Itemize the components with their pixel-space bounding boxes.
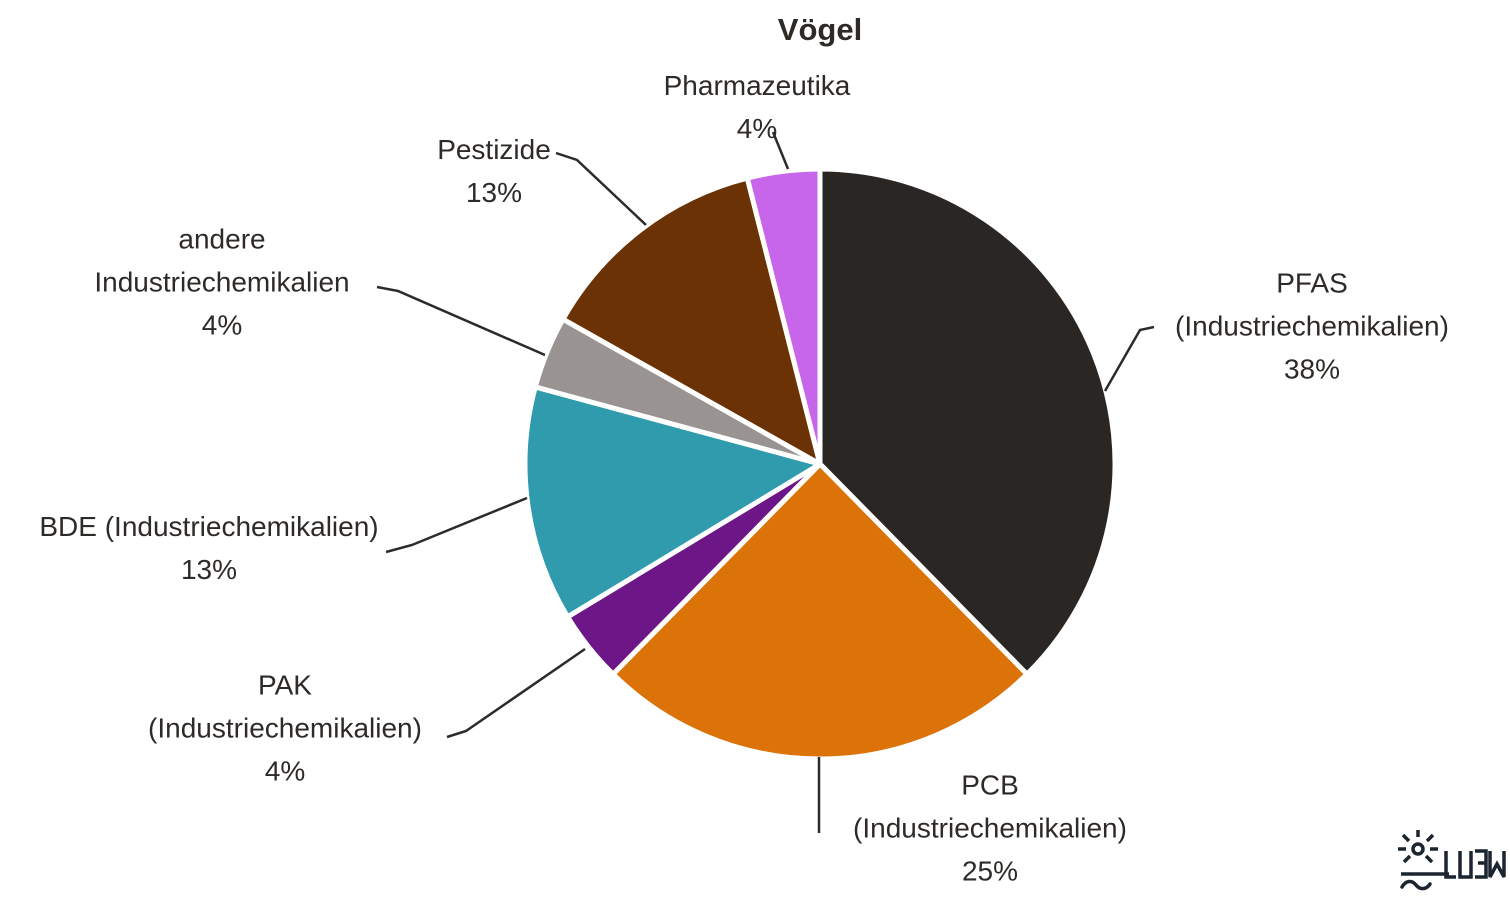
leader-line-pfas: [1103, 325, 1155, 392]
slice-label-text: PFAS: [1276, 267, 1348, 299]
chart-title: Vögel: [777, 12, 863, 47]
slice-label-text: andere: [178, 223, 266, 255]
leader-line-pharmazeutika: [771, 131, 790, 170]
slice-percent: 4%: [201, 309, 243, 341]
slice-label-text: (Industriechemikalien): [1175, 310, 1449, 342]
slice-label-bde: BDE (Industriechemikalien) 13%: [39, 505, 378, 591]
slice-percent: 13%: [180, 554, 238, 585]
leader-line-pak: [446, 647, 586, 739]
slice-label-pfas: PFAS (Industriechemikalien) 38%: [1175, 262, 1449, 391]
lubw-wordmark: [1444, 849, 1506, 879]
wave-icon: [1400, 879, 1432, 891]
slice-percent: 13%: [465, 177, 523, 208]
lubw-logo: [1398, 830, 1506, 891]
leader-lines: [376, 131, 1155, 833]
pie-slice-pharmazeutika: [744, 166, 823, 467]
leader-line-bde: [385, 496, 528, 554]
slice-label-text: PCB: [961, 769, 1019, 801]
slice-label-pharmazeutika: Pharmazeutika 4%: [664, 64, 851, 150]
slice-label-text: (Industriechemikalien): [148, 712, 422, 744]
slice-label-text: BDE (Industriechemikalien): [39, 511, 379, 542]
slice-label-text: (Industriechemikalien): [853, 812, 1127, 844]
slice-label-pak: PAK (Industriechemikalien) 4%: [148, 664, 422, 793]
slice-label-text: Pharmazeutika: [663, 70, 851, 101]
slice-label-pcb: PCB (Industriechemikalien) 25%: [853, 764, 1127, 893]
sun-icon: [1398, 830, 1438, 864]
pie-slice-pfas: [817, 166, 1118, 677]
slice-percent: 25%: [961, 855, 1019, 887]
pie-slice-pestizide: [560, 175, 823, 467]
pie-slices: [522, 166, 1118, 762]
slice-percent: 4%: [736, 113, 778, 144]
leader-line-pestizide: [555, 151, 647, 226]
slice-label-text: PAK: [258, 669, 312, 701]
slice-label-andere: andere Industriechemikalien 4%: [94, 218, 349, 347]
leader-line-andere: [376, 285, 546, 357]
slice-percent: 4%: [264, 755, 306, 787]
slice-label-text: Pestizide: [437, 134, 551, 165]
slice-label-pestizide: Pestizide 13%: [437, 128, 551, 214]
slice-percent: 38%: [1283, 353, 1341, 385]
slice-label-text: Industriechemikalien: [94, 266, 350, 298]
